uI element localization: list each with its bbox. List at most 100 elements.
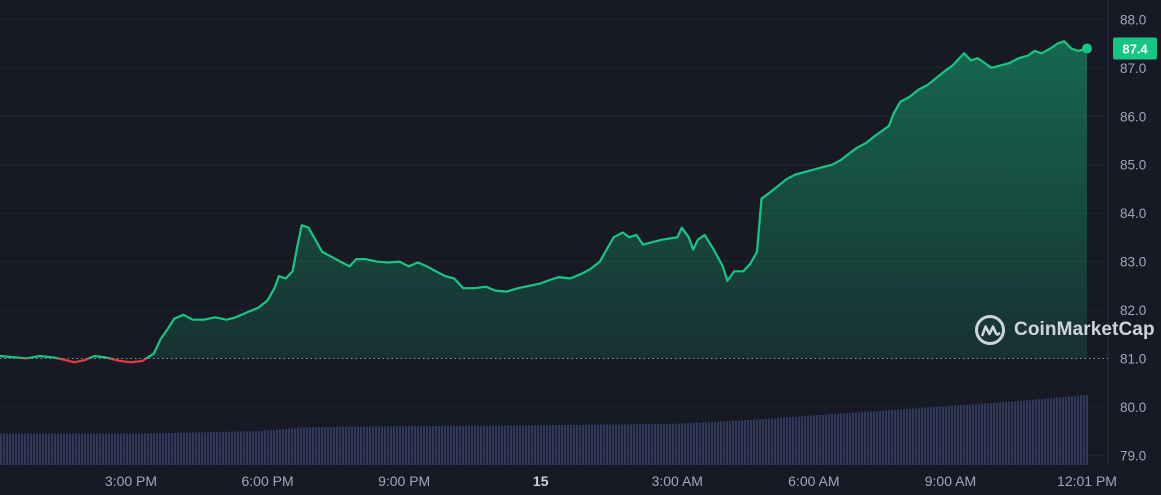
volume-bar: [990, 403, 992, 465]
volume-bar: [507, 425, 509, 465]
volume-bar: [687, 423, 689, 465]
volume-bar: [825, 414, 827, 465]
volume-bar: [462, 425, 464, 465]
volume-bar: [765, 418, 767, 465]
volume-bar: [582, 424, 584, 465]
volume-bar: [285, 428, 287, 465]
volume-bar: [21, 433, 23, 465]
volume-bar: [252, 431, 254, 465]
volume-bar: [717, 421, 719, 465]
volume-bar: [420, 426, 422, 465]
volume-bar: [801, 416, 803, 465]
volume-bar: [303, 427, 305, 465]
price-line-up[interactable]: [0, 40, 1088, 362]
volume-bar: [792, 416, 794, 465]
volume-bar: [84, 433, 86, 465]
volume-bar: [264, 430, 266, 465]
price-area-fill: [0, 41, 1087, 359]
volume-bar: [525, 425, 527, 465]
volume-bar: [351, 426, 353, 465]
volume-bar: [570, 424, 572, 465]
coinmarketcap-logo-icon: [974, 314, 1006, 346]
volume-bar: [24, 433, 26, 465]
volume-bar: [297, 427, 299, 465]
volume-bar: [663, 423, 665, 465]
volume-bar: [690, 422, 692, 465]
volume-bar: [1041, 398, 1043, 465]
volume-bar: [858, 412, 860, 465]
volume-bars: [0, 394, 1088, 465]
volume-bar: [1005, 401, 1007, 465]
volume-bar: [366, 426, 368, 465]
volume-bar: [642, 424, 644, 465]
volume-bar: [186, 432, 188, 465]
volume-bar: [573, 424, 575, 465]
volume-bar: [540, 425, 542, 465]
volume-bar: [465, 425, 467, 465]
volume-bar: [30, 433, 32, 465]
volume-bar: [51, 433, 53, 465]
volume-bar: [1077, 395, 1079, 465]
volume-bar: [504, 425, 506, 465]
volume-bar: [135, 433, 137, 465]
volume-bar: [564, 424, 566, 465]
volume-bar: [1050, 398, 1052, 465]
volume-bar: [27, 433, 29, 465]
volume-bar: [243, 431, 245, 465]
volume-bar: [684, 423, 686, 465]
volume-bar: [1056, 397, 1058, 465]
volume-bar: [162, 433, 164, 465]
volume-bar: [720, 421, 722, 465]
watermark-text: CoinMarketCap: [1014, 319, 1155, 340]
volume-bar: [156, 433, 158, 465]
volume-bar: [423, 426, 425, 465]
volume-bar: [951, 405, 953, 465]
volume-bar: [567, 424, 569, 465]
volume-bar: [753, 419, 755, 465]
volume-bar: [888, 410, 890, 465]
volume-bar: [282, 429, 284, 465]
volume-bar: [636, 424, 638, 465]
volume-bar: [819, 415, 821, 465]
volume-bar: [498, 425, 500, 465]
volume-bar: [798, 416, 800, 465]
x-tick-label: 12:01 PM: [1057, 473, 1117, 489]
gridlines: [0, 0, 1109, 465]
volume-bar: [699, 422, 701, 465]
volume-bar: [291, 428, 293, 465]
volume-bar: [474, 425, 476, 465]
volume-bar: [912, 408, 914, 465]
volume-bar: [960, 405, 962, 465]
volume-bar: [645, 424, 647, 465]
volume-bar: [381, 426, 383, 465]
volume-bar: [714, 421, 716, 465]
volume-bar: [879, 410, 881, 465]
volume-bar: [411, 426, 413, 465]
volume-bar: [315, 427, 317, 465]
volume-bar: [891, 409, 893, 465]
volume-bar: [273, 429, 275, 465]
volume-bar: [354, 426, 356, 465]
volume-bar: [48, 433, 50, 465]
volume-bar: [711, 421, 713, 465]
volume-bar: [1020, 400, 1022, 465]
volume-bar: [870, 411, 872, 465]
y-tick-label: 87.0: [1120, 61, 1146, 76]
volume-bar: [267, 430, 269, 465]
volume-bar: [954, 405, 956, 465]
volume-bar: [477, 425, 479, 465]
current-price-dot[interactable]: [1082, 43, 1092, 54]
volume-bar: [621, 424, 623, 465]
volume-bar: [780, 417, 782, 465]
volume-bar: [996, 402, 998, 465]
volume-bar: [231, 431, 233, 465]
volume-bar: [549, 425, 551, 465]
volume-bar: [93, 433, 95, 465]
volume-bar: [489, 425, 491, 465]
volume-bar: [141, 433, 143, 465]
volume-bar: [144, 433, 146, 465]
volume-bar: [1053, 397, 1055, 465]
volume-bar: [414, 426, 416, 465]
current-price-label: 87.4: [1122, 41, 1148, 56]
